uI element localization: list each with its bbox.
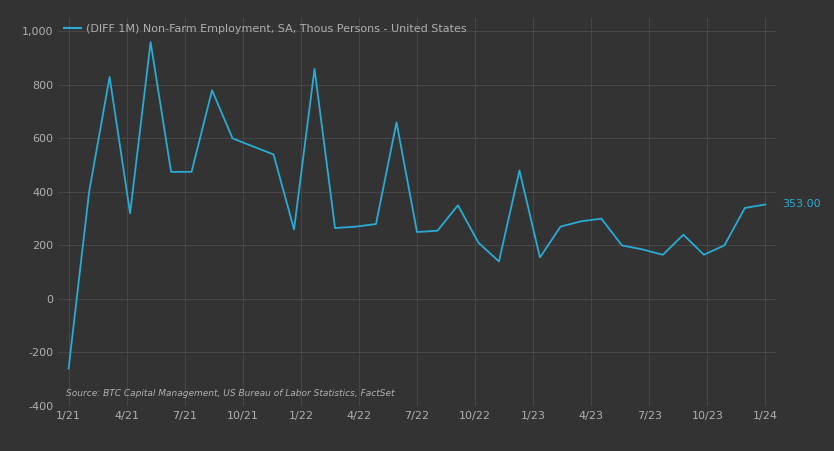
- Text: 353.00: 353.00: [781, 199, 821, 209]
- Text: Source: BTC Capital Management, US Bureau of Labor Statistics, FactSet: Source: BTC Capital Management, US Burea…: [66, 389, 394, 398]
- Legend: (DIFF 1M) Non-Farm Employment, SA, Thous Persons - United States: (DIFF 1M) Non-Farm Employment, SA, Thous…: [64, 23, 467, 34]
